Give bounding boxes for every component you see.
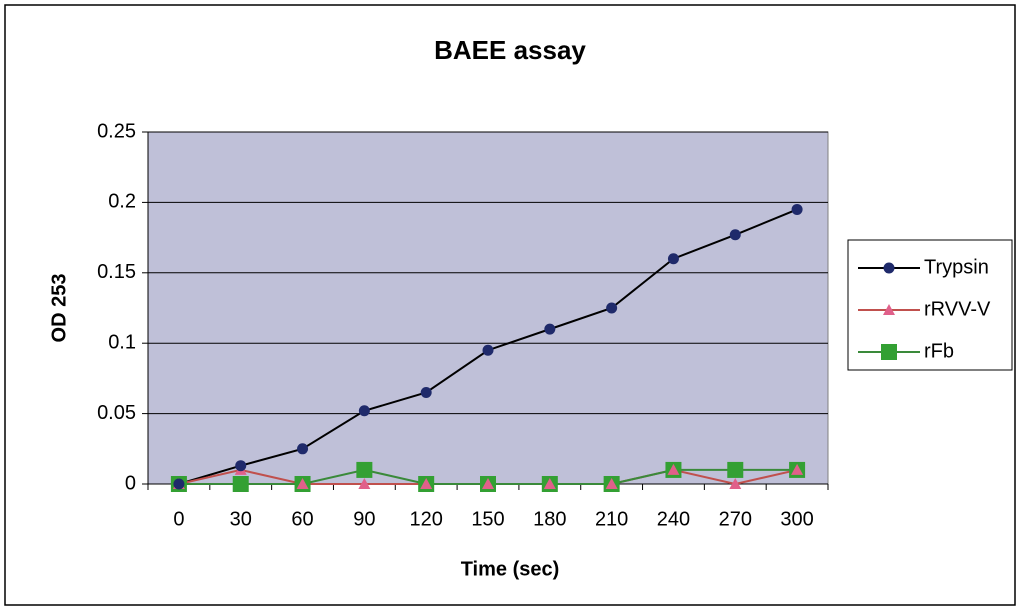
data-point <box>667 253 679 265</box>
data-point <box>544 323 556 335</box>
data-point <box>482 478 494 489</box>
x-tick-label: 120 <box>409 508 442 530</box>
legend-label: Trypsin <box>924 256 989 278</box>
x-tick-label: 270 <box>719 508 752 530</box>
legend-label: rRVV-V <box>924 298 991 320</box>
y-tick-label: 0.05 <box>97 402 136 424</box>
legend-marker <box>883 304 895 315</box>
x-tick-label: 210 <box>595 508 628 530</box>
legend-marker <box>883 262 895 274</box>
data-point <box>232 476 249 492</box>
legend-marker <box>881 344 897 360</box>
data-point <box>420 478 433 489</box>
data-point <box>297 443 309 455</box>
y-axis-label: OD 253 <box>48 274 70 343</box>
data-point <box>356 461 373 478</box>
y-tick-label: 0.25 <box>97 120 136 142</box>
data-point <box>235 460 247 472</box>
x-tick-label: 150 <box>471 508 504 530</box>
x-tick-label: 0 <box>173 508 184 530</box>
data-point <box>358 478 371 489</box>
data-point <box>667 463 680 475</box>
data-point <box>543 478 556 489</box>
x-tick-label: 180 <box>533 508 566 530</box>
data-point <box>729 478 742 489</box>
legend-label: rFb <box>924 340 954 362</box>
x-tick-label: 240 <box>657 508 690 530</box>
y-tick-label: 0.2 <box>108 191 136 213</box>
chart-title: BAEE assay <box>434 35 586 65</box>
x-tick-label: 300 <box>780 508 813 530</box>
x-axis-label: Time (sec) <box>461 558 560 580</box>
data-point <box>173 478 185 490</box>
data-point <box>482 344 494 356</box>
y-tick-label: 0.1 <box>108 331 136 353</box>
y-tick-label: 0.15 <box>97 261 136 283</box>
data-point <box>296 478 309 489</box>
x-tick-label: 60 <box>291 508 313 530</box>
data-point <box>605 478 618 489</box>
plot-area <box>147 131 829 485</box>
x-tick-label: 90 <box>353 508 375 530</box>
data-point <box>791 203 803 215</box>
data-point <box>727 461 744 478</box>
legend <box>847 239 1013 371</box>
y-tick-label: 0 <box>125 472 136 494</box>
data-point <box>791 463 804 475</box>
data-point <box>729 229 741 241</box>
data-point <box>606 302 618 314</box>
x-tick-label: 30 <box>230 508 252 530</box>
data-point <box>420 386 432 398</box>
data-point <box>358 405 370 417</box>
